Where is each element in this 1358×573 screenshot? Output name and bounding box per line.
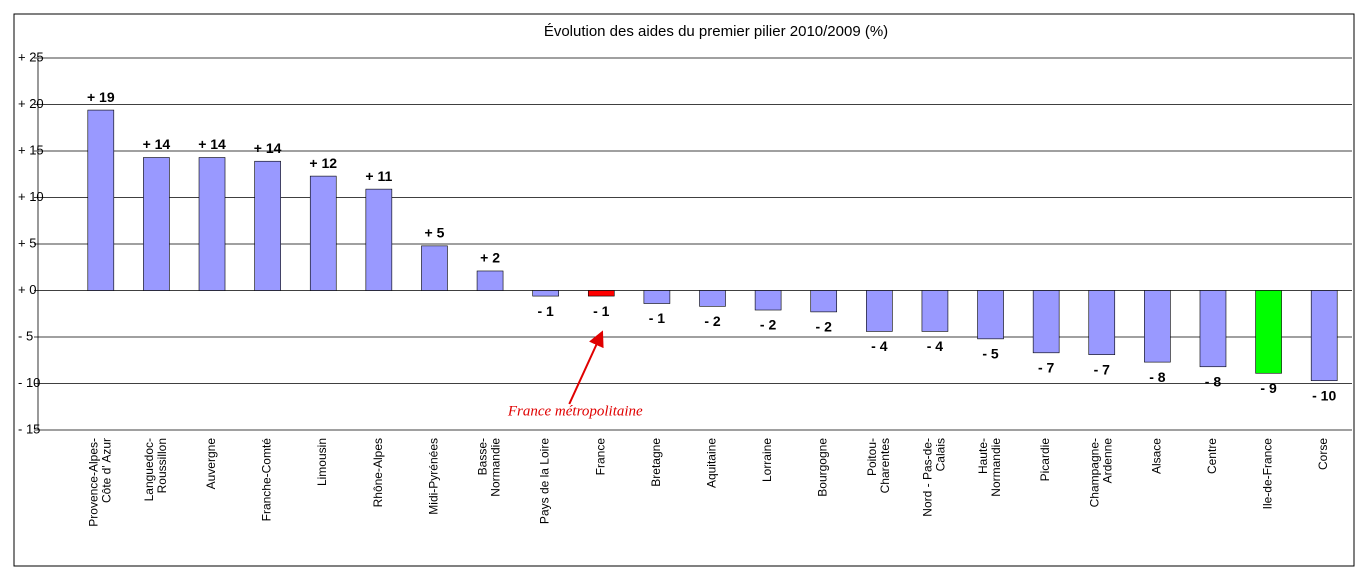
x-tick-label: Bourgogne — [816, 438, 830, 497]
x-tick-label: Auvergne — [204, 438, 218, 490]
value-label: + 5 — [425, 225, 445, 241]
x-tick-label: France — [593, 438, 607, 476]
x-tick-label: Ile-de-France — [1261, 438, 1275, 510]
bar — [1199, 290, 1227, 368]
value-label: - 7 — [1038, 360, 1055, 376]
bar — [810, 290, 838, 313]
bar — [866, 290, 893, 332]
x-tick-label: Franche-Comté — [260, 438, 274, 522]
bar — [365, 188, 393, 291]
bar — [587, 290, 615, 297]
value-label: + 11 — [365, 168, 392, 184]
x-tick-label: Corse — [1316, 438, 1330, 470]
value-label: - 8 — [1149, 369, 1166, 385]
value-label: - 2 — [760, 317, 777, 333]
bar — [532, 290, 559, 297]
x-tick-label: Midi-Pyrénées — [427, 438, 441, 515]
bar — [309, 175, 337, 291]
x-tick-label: Lorraine — [760, 438, 774, 482]
y-tick-label: + 20 — [18, 96, 44, 111]
y-tick-label: + 5 — [18, 235, 36, 250]
x-tick-label: Limousin — [315, 438, 329, 486]
x-tick-label: Provence-Alpes-Côte d' Azur — [86, 438, 113, 527]
bar — [699, 290, 726, 307]
y-tick-label: + 10 — [18, 189, 44, 204]
chart-title: Évolution des aides du premier pilier 20… — [544, 23, 888, 40]
bar — [421, 245, 448, 291]
y-tick-label: - 15 — [18, 421, 40, 436]
bar — [921, 290, 949, 332]
bar — [143, 157, 170, 291]
bar — [1255, 290, 1282, 374]
value-label: + 14 — [198, 136, 226, 152]
value-label: - 7 — [1094, 361, 1111, 377]
x-tick-label: Champagne-Ardenne — [1087, 438, 1114, 508]
value-label: - 8 — [1205, 373, 1222, 389]
annotation: France métropolitaine — [507, 403, 643, 419]
value-label: - 1 — [593, 303, 610, 319]
value-label: - 10 — [1312, 387, 1336, 403]
value-label: + 2 — [480, 250, 500, 266]
bar — [1032, 290, 1060, 354]
y-tick-label: + 0 — [18, 282, 36, 297]
value-label: - 5 — [982, 346, 999, 362]
value-label: - 4 — [871, 338, 888, 354]
bar — [198, 157, 226, 291]
value-label: - 1 — [538, 303, 555, 319]
value-label: + 14 — [254, 140, 282, 156]
x-tick-label: Bretagne — [649, 438, 663, 487]
x-tick-label: Centre — [1205, 438, 1219, 474]
y-tick-label: + 25 — [18, 49, 44, 64]
x-tick-label: Languedoc-Roussillon — [142, 438, 169, 501]
x-tick-label: Rhône-Alpes — [371, 438, 385, 507]
x-tick-label: Haute-Normandie — [976, 438, 1003, 497]
x-tick-label: Alsace — [1150, 438, 1164, 474]
bar — [643, 290, 671, 304]
x-tick-label: Aquitaine — [705, 438, 719, 488]
x-tick-label: Pays de la Loire — [538, 438, 552, 524]
value-label: - 2 — [704, 313, 721, 329]
x-tick-label: Poitou-Charentes — [865, 438, 892, 493]
x-tick-label: Basse-Normandie — [476, 438, 503, 497]
value-label: + 14 — [143, 136, 171, 152]
y-tick-label: - 5 — [18, 328, 33, 343]
value-label: - 4 — [927, 338, 944, 354]
x-tick-label: Nord - Pas-de-Calais — [921, 438, 948, 517]
chart-frame — [13, 13, 1355, 567]
value-label: - 9 — [1260, 380, 1277, 396]
bar — [754, 290, 782, 311]
value-label: - 1 — [649, 310, 666, 326]
y-tick-label: + 15 — [18, 142, 44, 157]
x-tick-label: Picardie — [1038, 438, 1052, 482]
bar — [977, 290, 1004, 340]
bar — [1088, 290, 1116, 355]
bar — [1144, 290, 1171, 363]
y-tick-label: - 10 — [18, 375, 40, 390]
value-label: + 12 — [309, 155, 337, 171]
bar — [87, 109, 115, 291]
bar — [1310, 290, 1338, 382]
bar — [254, 160, 281, 291]
annotation-arrow — [568, 330, 604, 405]
value-label: - 2 — [816, 319, 833, 335]
value-label: + 19 — [87, 89, 115, 105]
bar — [476, 270, 504, 291]
